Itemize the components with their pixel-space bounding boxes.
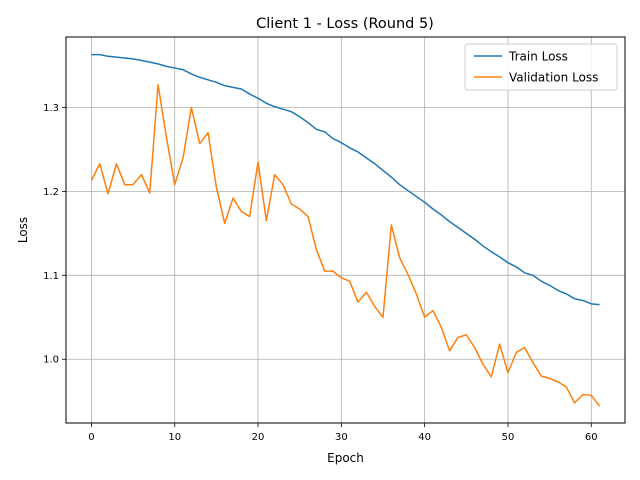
grid-lines [66,37,625,423]
legend-label-train-loss: Train Loss [508,50,568,64]
x-tick-label: 30 [335,432,348,443]
x-axis-label: Epoch [327,451,364,465]
series-line-train-loss [91,53,600,306]
x-tick-label: 40 [418,432,431,443]
plot-frame [65,36,626,424]
y-tick-label: 1.0 [43,355,59,366]
y-tick-label: 1.1 [43,271,59,282]
y-tick-label: 1.2 [43,187,59,198]
legend-box [464,43,618,91]
x-tick-label: 60 [585,432,598,443]
series-line-validation-loss [90,84,601,407]
x-tick-label: 20 [252,432,265,443]
legend: Train Loss Validation Loss [464,43,618,91]
chart-title: Client 1 - Loss (Round 5) [256,16,434,32]
x-tick-label: 50 [502,432,515,443]
legend-label-validation-loss: Validation Loss [509,71,598,85]
y-tick-label: 1.3 [43,103,59,114]
series-lines [90,53,601,407]
axis-ticks: 0 10 20 30 40 50 60 1.0 1.1 1.2 1.3 [43,103,598,443]
x-tick-label: 0 [88,432,94,443]
y-axis-label: Loss [16,217,30,243]
x-tick-label: 10 [168,432,181,443]
